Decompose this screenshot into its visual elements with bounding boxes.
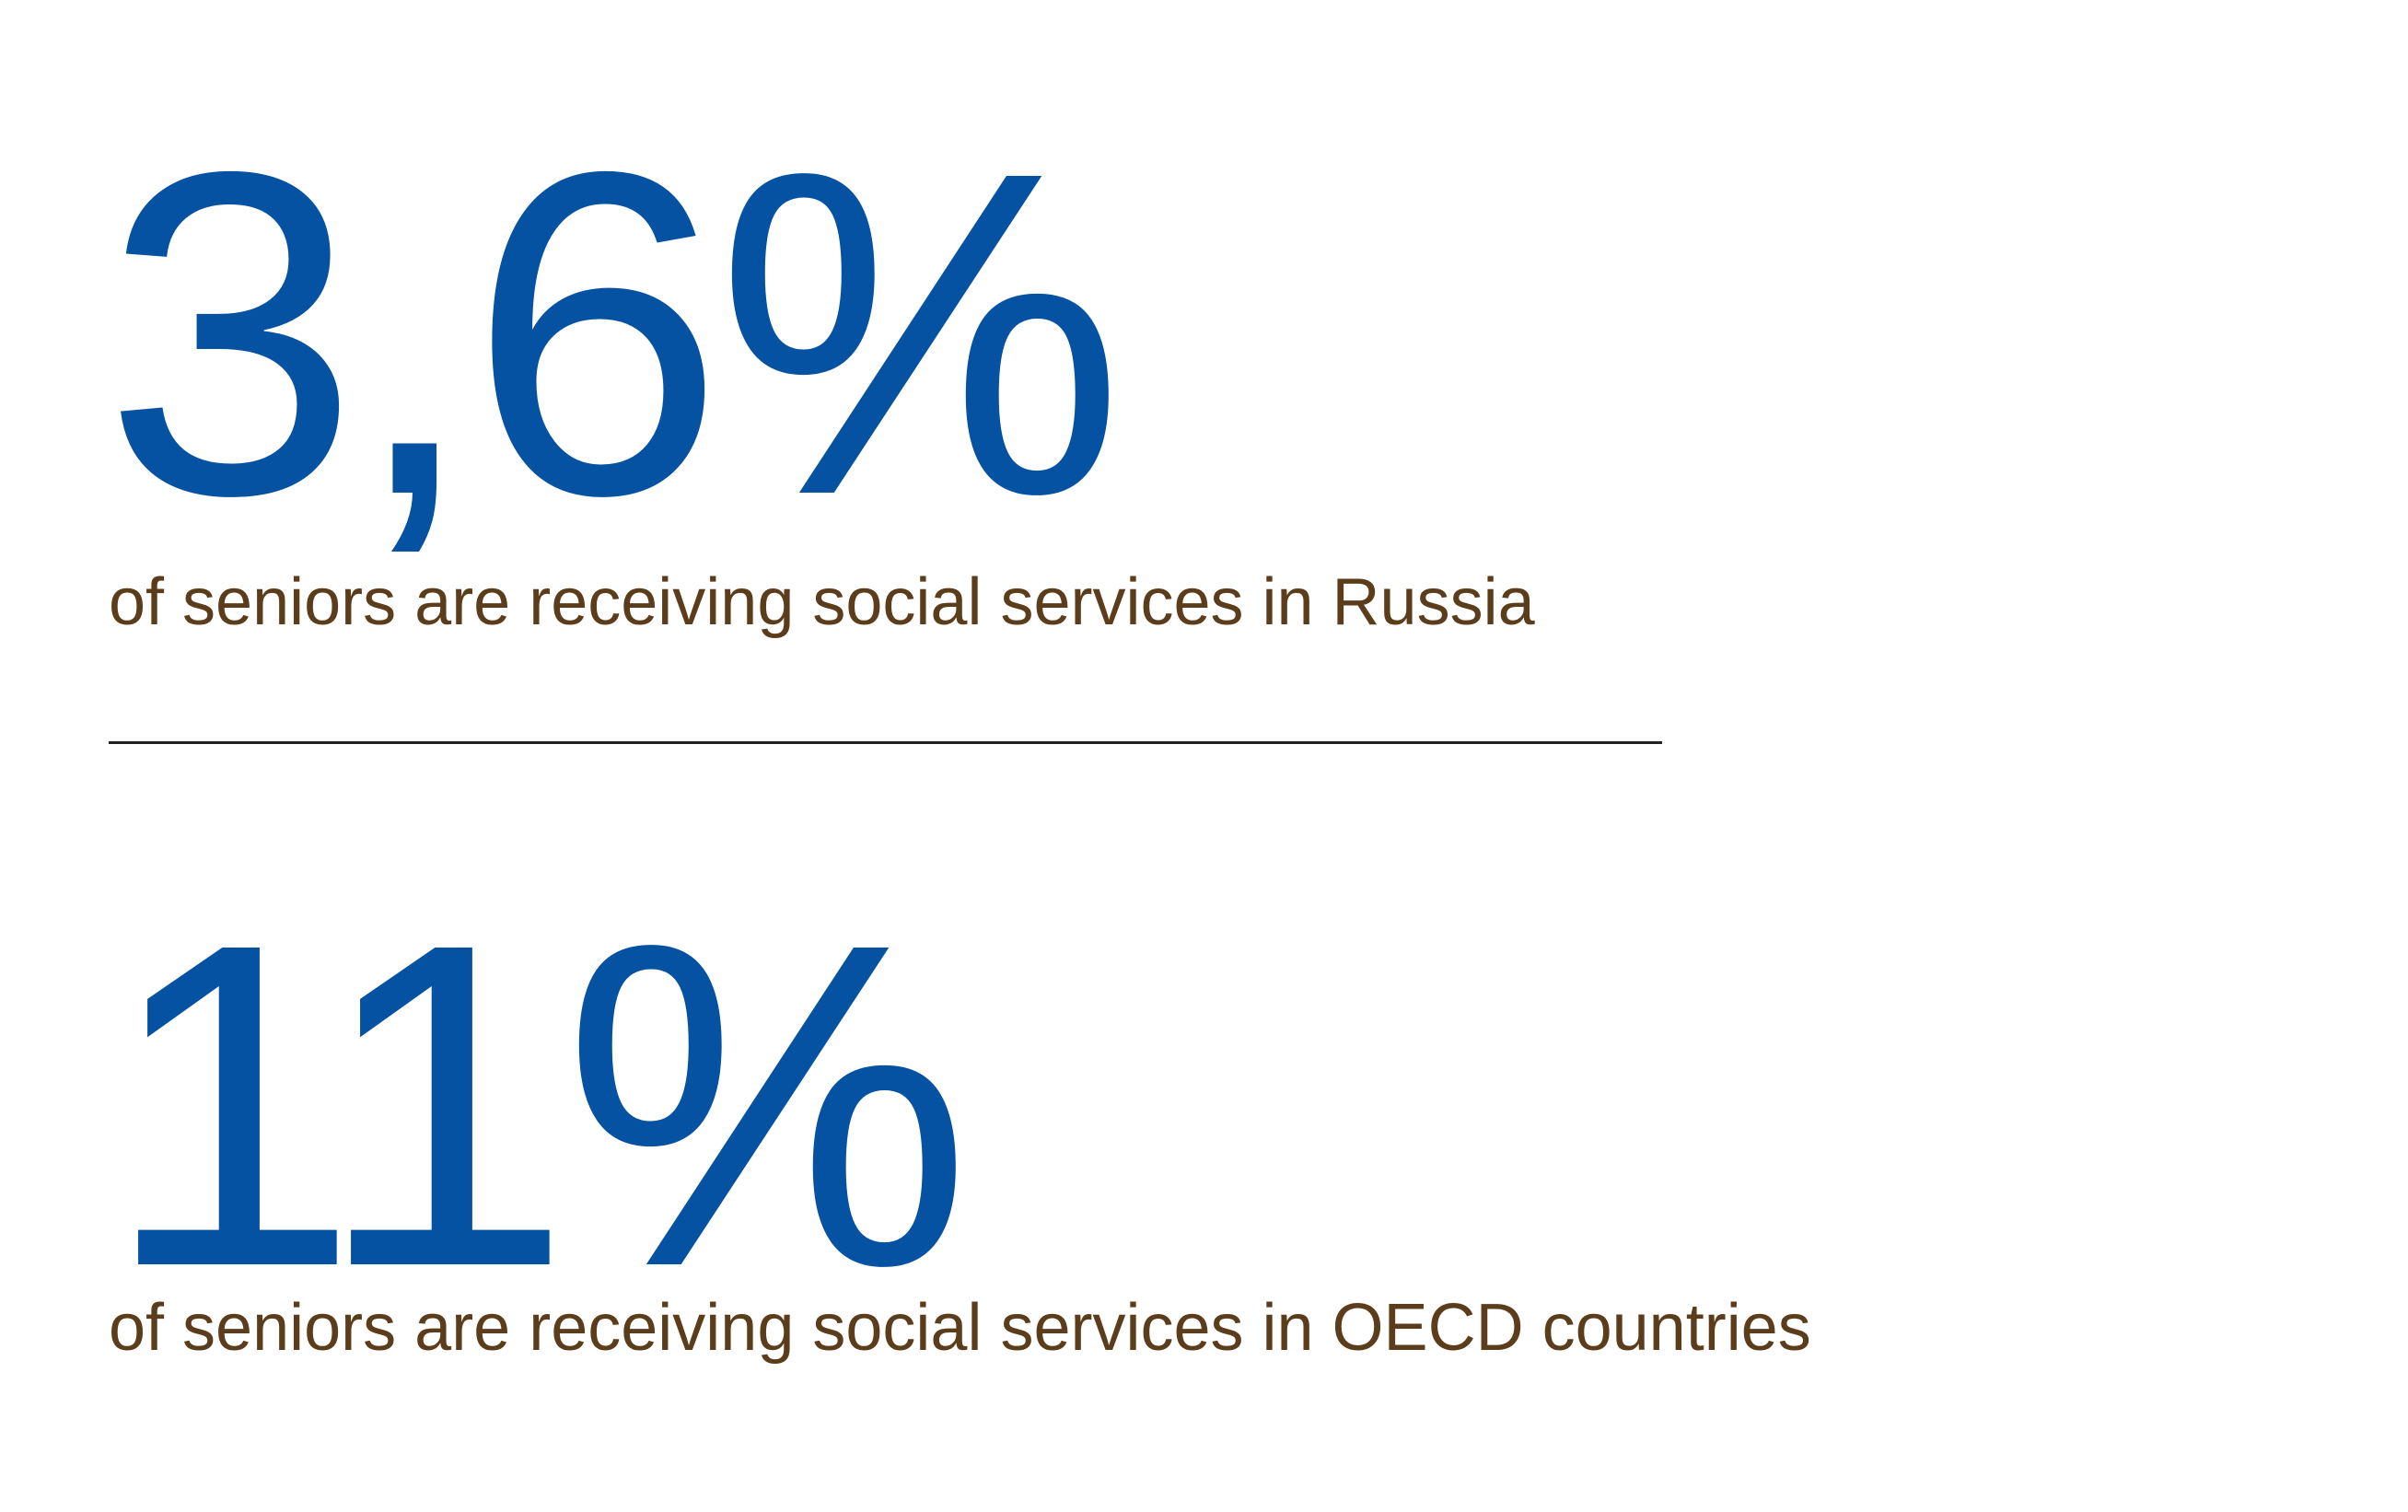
stat-value-oecd: 11% bbox=[103, 847, 972, 1362]
stat-caption-russia: of seniors are receiving social services… bbox=[109, 565, 1535, 639]
stat-value-russia: 3,6% bbox=[103, 76, 1125, 590]
section-divider bbox=[109, 741, 1662, 744]
stat-caption-oecd: of seniors are receiving social services… bbox=[109, 1291, 1811, 1365]
